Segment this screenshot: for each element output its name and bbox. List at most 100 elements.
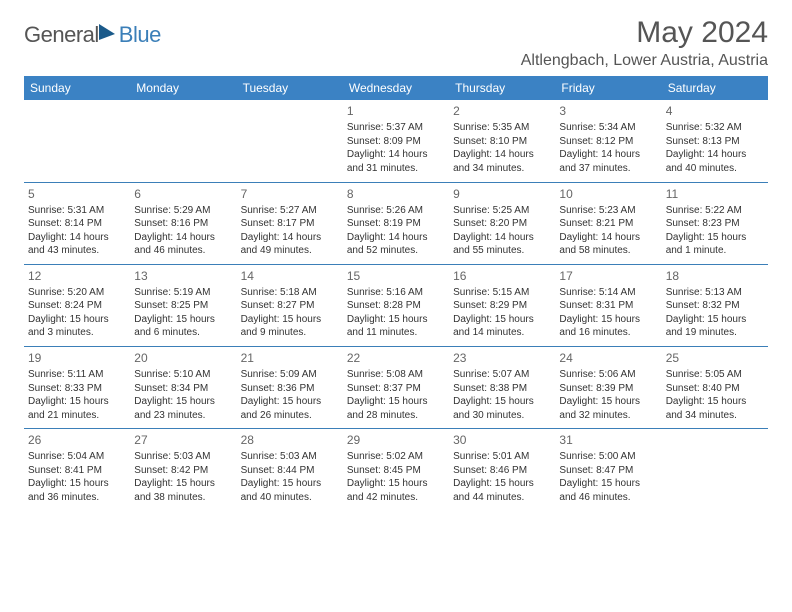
- daylight-text: and 36 minutes.: [28, 491, 126, 505]
- day-number: 10: [559, 186, 657, 202]
- calendar-cell: 31Sunrise: 5:00 AMSunset: 8:47 PMDayligh…: [555, 429, 661, 511]
- sunrise-text: Sunrise: 5:05 AM: [666, 368, 764, 382]
- calendar-header: Sunday Monday Tuesday Wednesday Thursday…: [24, 76, 768, 100]
- day-number: 27: [134, 432, 232, 448]
- sunset-text: Sunset: 8:39 PM: [559, 382, 657, 396]
- calendar-cell: 22Sunrise: 5:08 AMSunset: 8:37 PMDayligh…: [343, 346, 449, 428]
- daylight-text: Daylight: 14 hours: [666, 148, 764, 162]
- daylight-text: Daylight: 15 hours: [559, 313, 657, 327]
- sunset-text: Sunset: 8:37 PM: [347, 382, 445, 396]
- sunrise-text: Sunrise: 5:29 AM: [134, 204, 232, 218]
- sunrise-text: Sunrise: 5:22 AM: [666, 204, 764, 218]
- sunrise-text: Sunrise: 5:25 AM: [453, 204, 551, 218]
- sunset-text: Sunset: 8:42 PM: [134, 464, 232, 478]
- daylight-text: and 1 minute.: [666, 244, 764, 258]
- calendar-cell: 9Sunrise: 5:25 AMSunset: 8:20 PMDaylight…: [449, 182, 555, 264]
- daylight-text: Daylight: 15 hours: [347, 395, 445, 409]
- daylight-text: Daylight: 15 hours: [134, 395, 232, 409]
- daylight-text: and 6 minutes.: [134, 326, 232, 340]
- calendar-cell: 29Sunrise: 5:02 AMSunset: 8:45 PMDayligh…: [343, 429, 449, 511]
- sunrise-text: Sunrise: 5:31 AM: [28, 204, 126, 218]
- month-title: May 2024: [521, 16, 768, 50]
- calendar-cell: 15Sunrise: 5:16 AMSunset: 8:28 PMDayligh…: [343, 264, 449, 346]
- sunrise-text: Sunrise: 5:23 AM: [559, 204, 657, 218]
- sunrise-text: Sunrise: 5:10 AM: [134, 368, 232, 382]
- sunset-text: Sunset: 8:16 PM: [134, 217, 232, 231]
- day-number: 29: [347, 432, 445, 448]
- sunset-text: Sunset: 8:45 PM: [347, 464, 445, 478]
- sunset-text: Sunset: 8:34 PM: [134, 382, 232, 396]
- daylight-text: Daylight: 15 hours: [241, 395, 339, 409]
- day-number: 12: [28, 268, 126, 284]
- sunrise-text: Sunrise: 5:01 AM: [453, 450, 551, 464]
- sunset-text: Sunset: 8:44 PM: [241, 464, 339, 478]
- daylight-text: Daylight: 15 hours: [666, 313, 764, 327]
- day-number: 6: [134, 186, 232, 202]
- calendar-cell: 13Sunrise: 5:19 AMSunset: 8:25 PMDayligh…: [130, 264, 236, 346]
- daylight-text: Daylight: 15 hours: [453, 313, 551, 327]
- sunset-text: Sunset: 8:14 PM: [28, 217, 126, 231]
- day-number: 16: [453, 268, 551, 284]
- day-number: 11: [666, 186, 764, 202]
- calendar-cell: 10Sunrise: 5:23 AMSunset: 8:21 PMDayligh…: [555, 182, 661, 264]
- daylight-text: and 21 minutes.: [28, 409, 126, 423]
- brand-blue: Blue: [119, 22, 161, 48]
- daylight-text: Daylight: 14 hours: [559, 231, 657, 245]
- calendar-cell: 4Sunrise: 5:32 AMSunset: 8:13 PMDaylight…: [662, 100, 768, 182]
- sunset-text: Sunset: 8:38 PM: [453, 382, 551, 396]
- daylight-text: and 46 minutes.: [559, 491, 657, 505]
- daylight-text: Daylight: 15 hours: [28, 395, 126, 409]
- daylight-text: Daylight: 14 hours: [28, 231, 126, 245]
- daylight-text: Daylight: 15 hours: [559, 395, 657, 409]
- daylight-text: and 38 minutes.: [134, 491, 232, 505]
- daylight-text: and 40 minutes.: [241, 491, 339, 505]
- daylight-text: and 28 minutes.: [347, 409, 445, 423]
- day-number: 2: [453, 103, 551, 119]
- calendar-cell: [237, 100, 343, 182]
- sunset-text: Sunset: 8:09 PM: [347, 135, 445, 149]
- daylight-text: and 26 minutes.: [241, 409, 339, 423]
- sunrise-text: Sunrise: 5:04 AM: [28, 450, 126, 464]
- sunset-text: Sunset: 8:40 PM: [666, 382, 764, 396]
- day-number: 8: [347, 186, 445, 202]
- sunrise-text: Sunrise: 5:08 AM: [347, 368, 445, 382]
- calendar-body: 1Sunrise: 5:37 AMSunset: 8:09 PMDaylight…: [24, 100, 768, 511]
- day-number: 9: [453, 186, 551, 202]
- daylight-text: Daylight: 15 hours: [453, 477, 551, 491]
- calendar-cell: 25Sunrise: 5:05 AMSunset: 8:40 PMDayligh…: [662, 346, 768, 428]
- daylight-text: Daylight: 14 hours: [347, 231, 445, 245]
- daylight-text: and 9 minutes.: [241, 326, 339, 340]
- daylight-text: Daylight: 14 hours: [134, 231, 232, 245]
- sunrise-text: Sunrise: 5:02 AM: [347, 450, 445, 464]
- sunrise-text: Sunrise: 5:37 AM: [347, 121, 445, 135]
- brand-triangle-icon: [99, 24, 115, 40]
- sunrise-text: Sunrise: 5:03 AM: [241, 450, 339, 464]
- sunset-text: Sunset: 8:29 PM: [453, 299, 551, 313]
- sunrise-text: Sunrise: 5:32 AM: [666, 121, 764, 135]
- daylight-text: and 42 minutes.: [347, 491, 445, 505]
- daylight-text: and 3 minutes.: [28, 326, 126, 340]
- calendar-cell: 17Sunrise: 5:14 AMSunset: 8:31 PMDayligh…: [555, 264, 661, 346]
- sunrise-text: Sunrise: 5:09 AM: [241, 368, 339, 382]
- weekday-header: Monday: [130, 76, 236, 100]
- daylight-text: Daylight: 14 hours: [347, 148, 445, 162]
- sunset-text: Sunset: 8:41 PM: [28, 464, 126, 478]
- sunrise-text: Sunrise: 5:11 AM: [28, 368, 126, 382]
- calendar-cell: 2Sunrise: 5:35 AMSunset: 8:10 PMDaylight…: [449, 100, 555, 182]
- day-number: 25: [666, 350, 764, 366]
- calendar-cell: 6 Sunrise: 5:29 AMSunset: 8:16 PMDaylight…: [130, 182, 236, 264]
- daylight-text: and 11 minutes.: [347, 326, 445, 340]
- sunrise-text: Sunrise: 5:15 AM: [453, 286, 551, 300]
- calendar-cell: 14Sunrise: 5:18 AMSunset: 8:27 PMDayligh…: [237, 264, 343, 346]
- calendar-row: 5Sunrise: 5:31 AMSunset: 8:14 PMDaylight…: [24, 182, 768, 264]
- day-number: 19: [28, 350, 126, 366]
- day-number: 18: [666, 268, 764, 284]
- daylight-text: and 32 minutes.: [559, 409, 657, 423]
- daylight-text: and 52 minutes.: [347, 244, 445, 258]
- daylight-text: Daylight: 15 hours: [666, 231, 764, 245]
- sunset-text: Sunset: 8:47 PM: [559, 464, 657, 478]
- daylight-text: Daylight: 15 hours: [28, 313, 126, 327]
- weekday-header: Sunday: [24, 76, 130, 100]
- daylight-text: and 37 minutes.: [559, 162, 657, 176]
- sunset-text: Sunset: 8:36 PM: [241, 382, 339, 396]
